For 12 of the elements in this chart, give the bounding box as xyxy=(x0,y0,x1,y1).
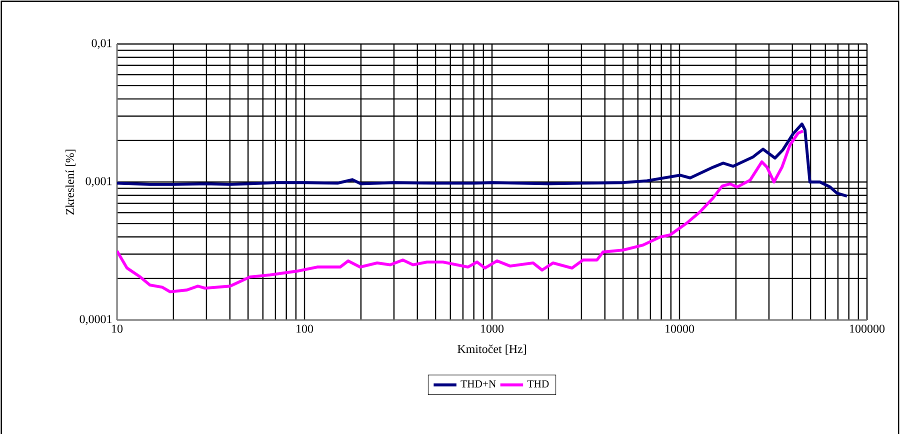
x-tick-label: 10000 xyxy=(666,324,694,333)
y-tick-label: 0,01 xyxy=(92,39,112,49)
x-tick-label: 1000 xyxy=(481,324,504,333)
x-tick-label: 100000 xyxy=(850,324,885,333)
y-tick-label: 0,001 xyxy=(86,177,112,187)
x-tick-label: 100 xyxy=(296,324,314,333)
legend-label: THD+N xyxy=(460,380,496,388)
x-axis-title: Kmitočet [Hz] xyxy=(458,344,526,355)
y-axis-title: Zkreslení [%] xyxy=(66,150,76,215)
x-tick-label: 10 xyxy=(112,324,123,333)
legend-label: THD xyxy=(527,380,549,388)
y-tick-label: 0,0001 xyxy=(80,315,112,325)
